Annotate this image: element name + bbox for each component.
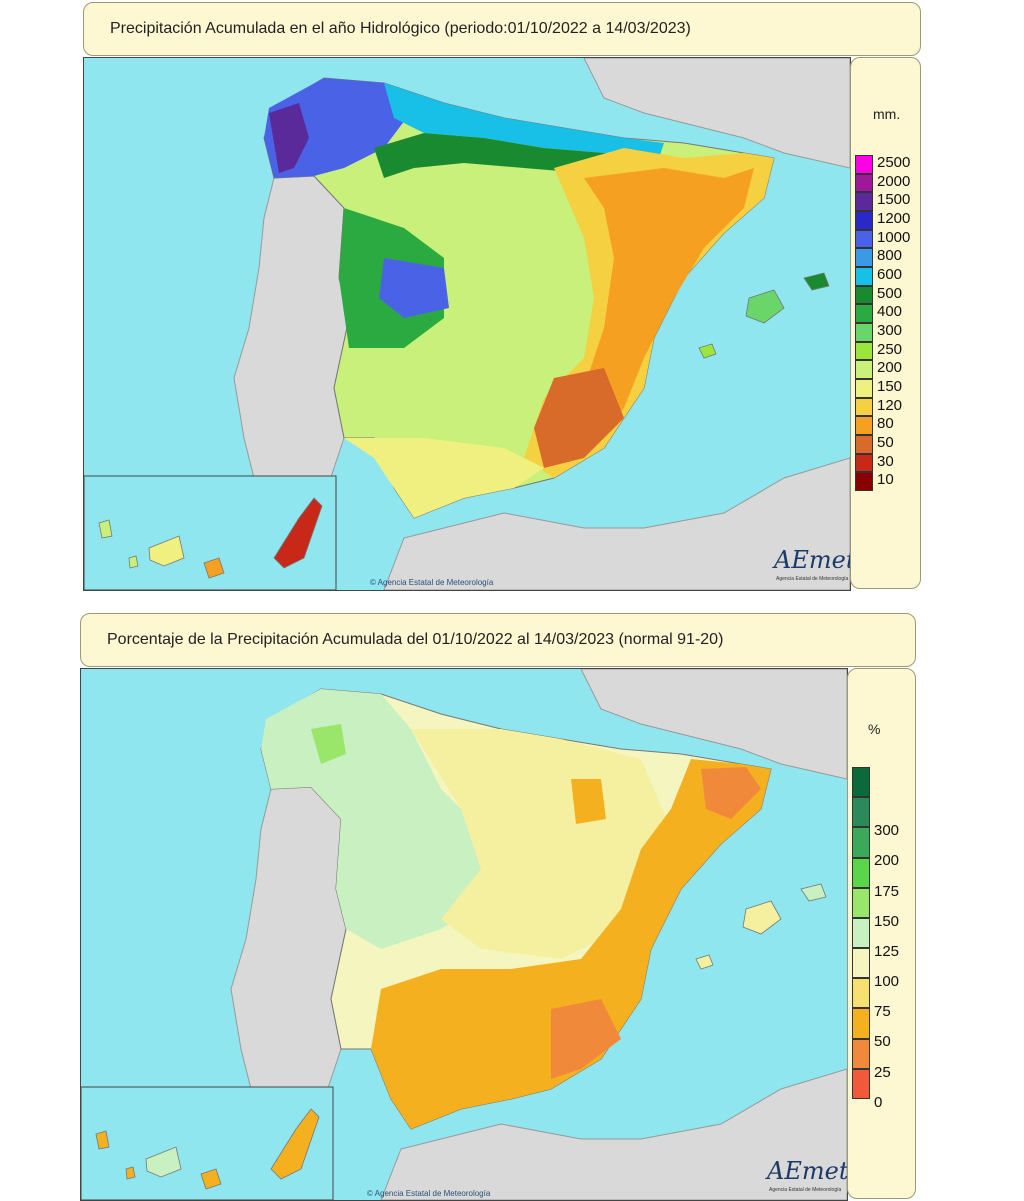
map2-legend-label: 50: [874, 1033, 891, 1051]
map2-legend-swatch: [852, 1008, 870, 1039]
map1-legend-swatch: [855, 472, 873, 491]
map2-legend-swatch: [852, 827, 870, 858]
map1-legend: mm. 2500 2000 1500 1200 1000 800 600 500 400 300 2…: [850, 57, 921, 589]
map1-legend-label: 80: [877, 415, 894, 433]
map1-legend-label: 50: [877, 434, 894, 451]
map1-legend-label: 1500: [877, 191, 911, 209]
map1-legend-swatch: [855, 453, 873, 473]
map1-logo-sub: Agencia Estatal de Meteorología: [776, 576, 849, 582]
map2-canvas: © Agencia Estatal de Meteorología AEmet …: [80, 668, 848, 1201]
map2-legend-label: 150: [874, 912, 900, 930]
map1-title: Precipitación Acumulada en el año Hidrol…: [110, 20, 691, 37]
map1-legend-label: 120: [877, 396, 903, 414]
map2-legend-swatch: [852, 767, 870, 798]
map1-legend-label: 300: [877, 322, 903, 339]
map1-legend-swatch: [855, 435, 873, 454]
map1-legend-label: 150: [877, 378, 903, 395]
map1-legend-label: 800: [877, 247, 903, 265]
map1-legend-swatch: [855, 211, 873, 230]
map2-legend-label: 75: [874, 1003, 891, 1021]
map2-legend-label: 25: [874, 1063, 891, 1081]
map2-legend-label: 175: [874, 882, 900, 900]
map1-legend-swatch: [855, 379, 873, 398]
map1-legend-swatch: [855, 267, 873, 286]
map2-legend-label: 200: [874, 852, 900, 870]
map2-legend: % 300 200 175 150 125 100 75 50 25 0: [847, 668, 916, 1199]
map1-legend-swatch: [855, 304, 873, 323]
map1-legend-swatch: [855, 416, 873, 435]
map1-legend-swatch: [855, 397, 873, 417]
map1-legend-label: 2000: [877, 172, 911, 190]
map1-legend-swatch: [855, 155, 873, 174]
map2-logo-sub: Agencia Estatal de Meteorología: [769, 1187, 842, 1193]
map2-legend-label: 0: [874, 1093, 883, 1111]
map2-legend-swatch: [852, 948, 870, 979]
map1-legend-label: 250: [877, 340, 903, 358]
map2-unit: %: [868, 721, 881, 737]
map1-credit: © Agencia Estatal de Meteorología: [370, 578, 494, 587]
map1-logo: AEmet Agencia Estatal de Meteorología: [774, 546, 850, 586]
map2-legend-swatch: [852, 887, 870, 918]
map1-legend-label: 2500: [877, 154, 911, 171]
map2-legend-swatch: [852, 857, 870, 888]
map1-legend-swatch: [855, 229, 873, 249]
map1-legend-label: 1000: [877, 228, 911, 246]
map1-legend-scale: 2500 2000 1500 1200 1000 800 600 500 400 300 250 20…: [855, 155, 921, 491]
map2-legend-swatch: [852, 1068, 870, 1099]
map2-logo-text: AEmet: [767, 1157, 848, 1185]
map2-legend-swatch: [852, 978, 870, 1009]
map2-legend-label: 125: [874, 942, 900, 960]
map1-title-box: Precipitación Acumulada en el año Hidrol…: [83, 2, 921, 56]
map2-svg: [81, 669, 847, 1200]
map2-title-box: Porcentaje de la Precipitación Acumulada…: [80, 613, 916, 667]
map2-legend-swatch: [852, 917, 870, 949]
map2-legend-swatch: [852, 797, 870, 828]
map1-legend-swatch: [855, 173, 873, 193]
map1-logo-text: AEmet: [774, 546, 851, 574]
map2-legend-swatch: [852, 1038, 870, 1069]
map1-legend-label: 500: [877, 284, 903, 302]
map2-legend-scale: 300 200 175 150 125 100 75 50 25 0: [852, 767, 916, 1110]
map1-legend-label: 200: [877, 359, 903, 377]
map1-legend-swatch: [855, 341, 873, 361]
map1-legend-swatch: [855, 360, 873, 379]
map1-legend-label: 30: [877, 452, 894, 470]
map1-legend-label: 400: [877, 303, 903, 321]
map2-legend-label: 100: [874, 973, 900, 991]
map1-legend-swatch: [855, 323, 873, 342]
map1-legend-label: 1200: [877, 210, 911, 227]
map1-legend-swatch: [855, 285, 873, 305]
map1-unit: mm.: [873, 106, 901, 122]
map1-legend-swatch: [855, 248, 873, 267]
map2-credit: © Agencia Estatal de Meteorología: [367, 1189, 491, 1198]
map2-legend-label: 300: [874, 822, 900, 840]
map1-canvas: © Agencia Estatal de Meteorología AEmet …: [83, 57, 851, 591]
map2-title: Porcentaje de la Precipitación Acumulada…: [107, 631, 724, 648]
map1-legend-label: 10: [877, 471, 894, 489]
map1-svg: [84, 58, 850, 590]
map1-legend-swatch: [855, 192, 873, 211]
map1-legend-label: 600: [877, 266, 903, 283]
map2-logo: AEmet Agencia Estatal de Meteorología: [767, 1157, 847, 1197]
